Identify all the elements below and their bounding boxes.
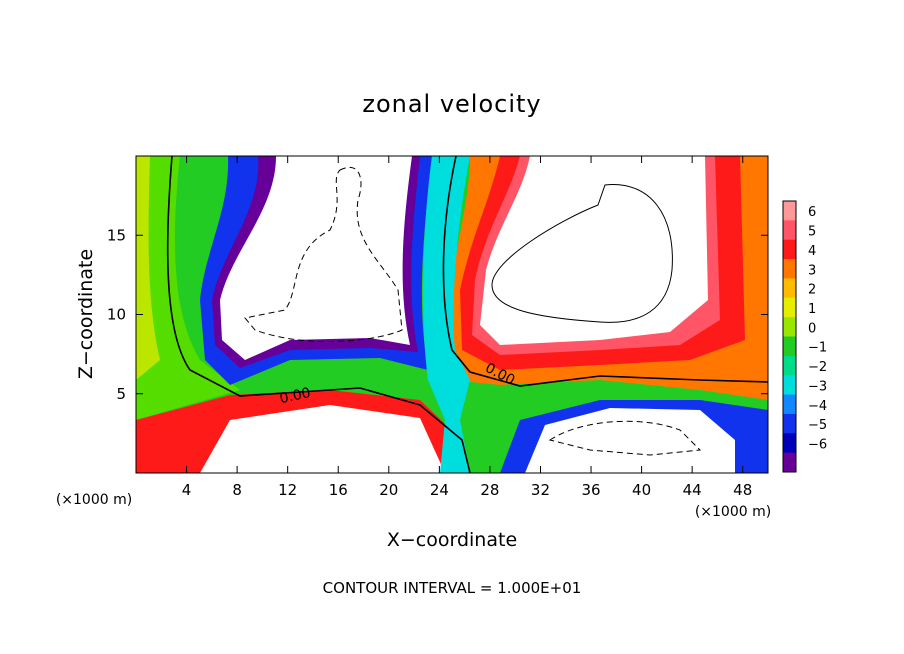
colorbar-tick-label: −5 xyxy=(808,418,827,433)
contour-negative-dashed xyxy=(244,166,403,342)
field-lower-white-left xyxy=(200,405,445,473)
contour-interval-footer: CONTOUR INTERVAL = 1.000E+01 xyxy=(323,579,582,597)
colorbar-tick-label: −6 xyxy=(808,437,827,452)
x-tick-label: 20 xyxy=(379,481,398,499)
colorbar-tick-label: 4 xyxy=(808,244,816,259)
field-white-upper-left xyxy=(220,156,412,360)
colorbar-swatch xyxy=(783,413,796,434)
contour-lines xyxy=(166,156,768,473)
y-tick-label: 15 xyxy=(107,226,126,244)
x-tick-label: 12 xyxy=(278,481,297,499)
colorbar-tick-label: 0 xyxy=(808,321,816,336)
x-tick-label: 16 xyxy=(329,481,348,499)
colorbar-swatch xyxy=(783,278,796,299)
colorbar-tick-label: 5 xyxy=(808,225,816,240)
colorbar-swatch xyxy=(783,201,796,221)
contour-positive-closed xyxy=(491,184,673,323)
colorbar-swatch xyxy=(783,317,796,337)
colorbar-swatch xyxy=(783,239,796,260)
x-tick-label: 48 xyxy=(733,481,752,499)
field-band-yellow xyxy=(136,156,160,380)
heatmap-field xyxy=(136,156,768,473)
contour-zero-right xyxy=(442,156,768,387)
contour-label-left: 0.00 xyxy=(278,385,312,407)
colorbar-frame xyxy=(782,200,797,473)
x-tick-label: 36 xyxy=(581,481,600,499)
colorbar-tick-label: 3 xyxy=(808,263,816,278)
colorbar-tick-label: 1 xyxy=(808,302,816,317)
colorbar-tick-label: 2 xyxy=(808,283,816,298)
y-tick-label: 5 xyxy=(116,385,126,403)
colorbar-swatch xyxy=(783,375,796,396)
colorbar-tick-label: 6 xyxy=(808,205,816,220)
y-axis-label: Z−coordinate xyxy=(75,249,97,379)
chart-title: zonal velocity xyxy=(362,90,541,118)
field-band-green xyxy=(136,156,240,420)
field-white-upper-right xyxy=(480,156,708,345)
colorbar-swatch xyxy=(783,220,796,241)
colorbar-swatch xyxy=(783,355,796,376)
contour-negative-dashed-lower xyxy=(548,420,702,456)
x-tick-label: 28 xyxy=(480,481,499,499)
colorbar-tick-label: −1 xyxy=(808,341,827,356)
x-tick-label: 32 xyxy=(531,481,550,499)
x-tick-label: 4 xyxy=(182,481,192,499)
contour-zero-left xyxy=(166,156,471,473)
y-tick-label: 10 xyxy=(107,306,126,324)
colorbar: 6 5 4 3 2 1 0 −1 −2 −3 −4 −5 −6 xyxy=(782,200,827,473)
x-axis-label: X−coordinate xyxy=(387,529,517,551)
field-lower-white-right xyxy=(525,408,735,473)
colorbar-swatch xyxy=(783,394,796,415)
colorbar-swatch xyxy=(783,433,796,454)
colorbar-swatch xyxy=(783,336,796,357)
x-unit-right: (×1000 m) xyxy=(695,504,771,520)
colorbar-swatch xyxy=(783,452,796,473)
colorbar-swatch xyxy=(783,259,796,279)
colorbar-swatch xyxy=(783,297,796,318)
colorbar-tick-label: −3 xyxy=(808,379,827,394)
x-tick-label: 8 xyxy=(232,481,242,499)
colorbar-tick-label: −4 xyxy=(808,399,827,414)
colorbar-tick-label: −2 xyxy=(808,360,827,375)
x-tick-label: 24 xyxy=(430,481,449,499)
x-tick-label: 44 xyxy=(683,481,702,499)
x-unit-left: (×1000 m) xyxy=(56,492,132,508)
x-tick-label: 40 xyxy=(632,481,651,499)
